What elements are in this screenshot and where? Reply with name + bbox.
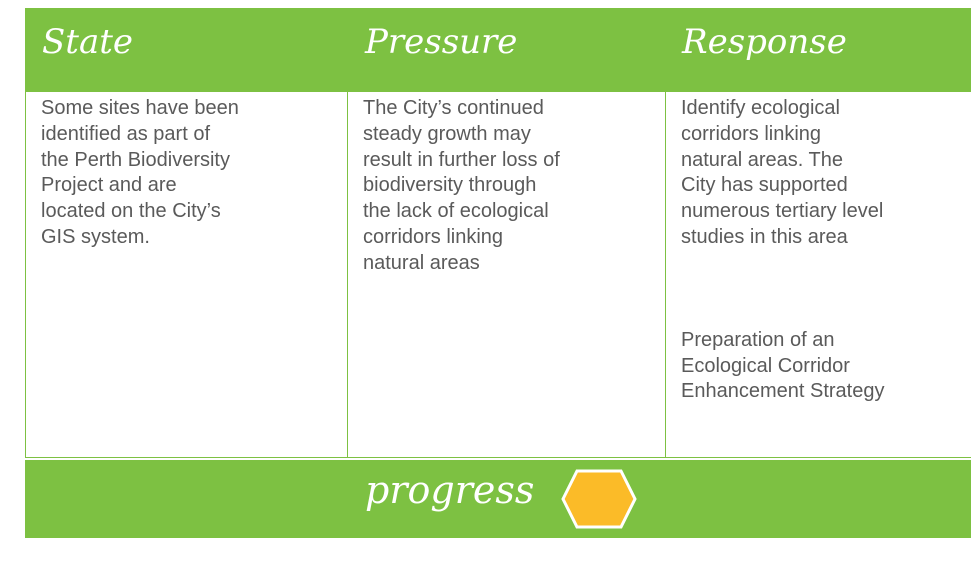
text-line: identified as part of [41,122,210,145]
text-line: the Perth Biodiversity [41,148,230,171]
text-line: Project and are [41,174,177,197]
paragraph: Identify ecological corridors linking natu… [681,96,971,251]
text-line: corridors linking [681,122,822,145]
text-line: Identify ecological [681,97,840,119]
text-line: natural areas. The [681,148,843,171]
column-title: State [42,22,134,62]
progress-label: progress [365,468,535,512]
header-band [25,8,971,92]
text-line: biodiversity through [363,174,537,197]
text-line: Some sites have been [41,97,239,119]
footer-band [25,460,971,538]
text-line: result in further loss of [363,148,560,171]
text-line: studies in this area [681,225,848,248]
paragraph: The City’s continued steady growth may res… [363,96,665,277]
column-title: Pressure [365,22,518,62]
column-title: Response [682,22,847,62]
text-line: steady growth may [363,122,531,145]
text-line: corridors linking [363,225,504,248]
text-line: GIS system. [41,225,150,248]
text-line: City has supported [681,174,848,197]
text-line: natural areas [363,251,480,274]
table-cell: The City’s continued steady growth may res… [347,92,666,458]
text-line: the lack of ecological [363,200,549,223]
text-line: located on the City’s [41,200,221,223]
text-line: numerous tertiary level [681,200,884,223]
text-line: Ecological Corridor [681,354,850,377]
table-cell: Identify ecological corridors linking natu… [665,92,971,458]
text-line: Preparation of an [681,328,835,351]
text-line: Enhancement Strategy [681,380,885,403]
paragraph: Preparation of an Ecological Corridor Enha… [681,328,971,405]
text-line: The City’s continued [363,97,544,119]
table-cell: Some sites have been identified as part o… [25,92,348,458]
paragraph: Some sites have been identified as part o… [41,96,347,251]
